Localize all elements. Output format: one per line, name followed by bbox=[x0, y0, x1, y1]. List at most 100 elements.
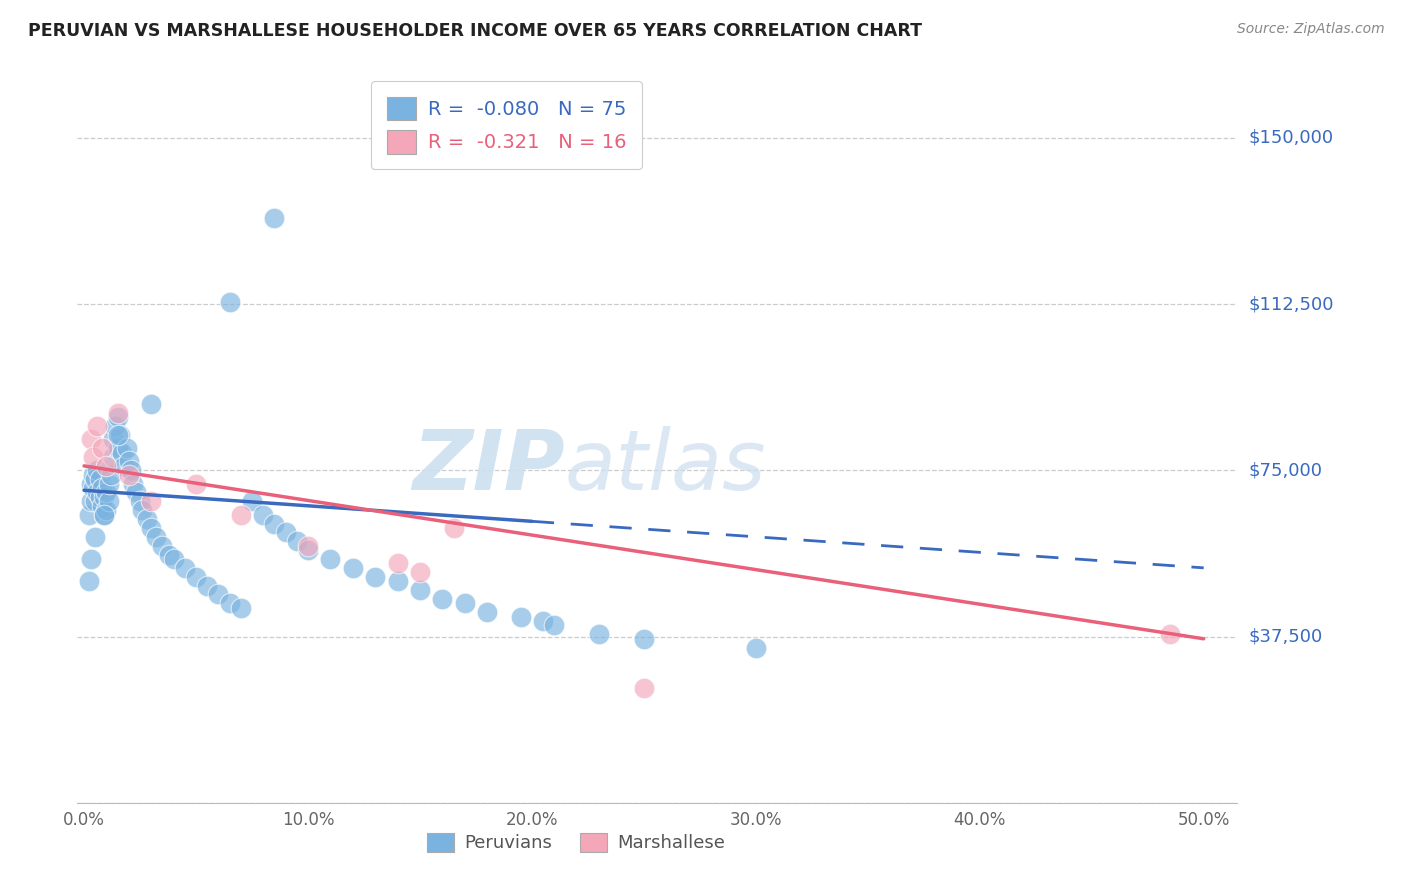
Point bbox=[342, 561, 364, 575]
Point bbox=[263, 516, 285, 531]
Text: atlas: atlas bbox=[565, 425, 766, 507]
Point bbox=[108, 428, 131, 442]
Point bbox=[93, 508, 115, 522]
Point bbox=[86, 463, 108, 477]
Point bbox=[124, 485, 146, 500]
Point bbox=[432, 591, 454, 606]
Point bbox=[91, 481, 114, 495]
Point bbox=[97, 476, 120, 491]
Point bbox=[588, 627, 610, 641]
Point bbox=[89, 490, 111, 504]
Point bbox=[91, 499, 114, 513]
Point bbox=[93, 508, 115, 522]
Point bbox=[82, 450, 104, 464]
Point bbox=[84, 530, 107, 544]
Point bbox=[80, 432, 103, 446]
Point bbox=[509, 609, 531, 624]
Point bbox=[84, 494, 107, 508]
Point bbox=[531, 614, 554, 628]
Point bbox=[229, 508, 252, 522]
Point bbox=[86, 485, 108, 500]
Point bbox=[145, 530, 167, 544]
Point bbox=[96, 503, 118, 517]
Point bbox=[131, 503, 153, 517]
Text: Source: ZipAtlas.com: Source: ZipAtlas.com bbox=[1237, 22, 1385, 37]
Point bbox=[104, 419, 127, 434]
Text: PERUVIAN VS MARSHALLESE HOUSEHOLDER INCOME OVER 65 YEARS CORRELATION CHART: PERUVIAN VS MARSHALLESE HOUSEHOLDER INCO… bbox=[28, 22, 922, 40]
Point bbox=[240, 494, 263, 508]
Point bbox=[129, 494, 152, 508]
Point bbox=[157, 548, 180, 562]
Point bbox=[101, 450, 124, 464]
Text: ZIP: ZIP bbox=[412, 425, 565, 507]
Point bbox=[82, 467, 104, 482]
Point bbox=[454, 596, 477, 610]
Point bbox=[475, 605, 498, 619]
Point bbox=[111, 445, 134, 459]
Point bbox=[100, 467, 122, 482]
Point bbox=[80, 552, 103, 566]
Point bbox=[252, 508, 274, 522]
Point bbox=[77, 574, 100, 589]
Point bbox=[297, 543, 319, 558]
Legend: Peruvians, Marshallese: Peruvians, Marshallese bbox=[419, 826, 733, 860]
Point bbox=[409, 566, 432, 580]
Point bbox=[112, 458, 135, 473]
Point bbox=[97, 494, 120, 508]
Point bbox=[1159, 627, 1181, 641]
Point bbox=[96, 458, 118, 473]
Point bbox=[364, 570, 387, 584]
Point bbox=[77, 508, 100, 522]
Point bbox=[115, 441, 138, 455]
Point bbox=[207, 587, 229, 601]
Point bbox=[135, 512, 157, 526]
Point bbox=[86, 419, 108, 434]
Point bbox=[82, 481, 104, 495]
Point bbox=[80, 476, 103, 491]
Point bbox=[633, 681, 655, 695]
Text: $150,000: $150,000 bbox=[1249, 128, 1333, 147]
Point bbox=[218, 294, 240, 309]
Text: $37,500: $37,500 bbox=[1249, 628, 1323, 646]
Point bbox=[184, 476, 207, 491]
Point bbox=[141, 397, 163, 411]
Point bbox=[122, 476, 145, 491]
Point bbox=[107, 441, 129, 455]
Point bbox=[319, 552, 342, 566]
Point bbox=[84, 472, 107, 486]
Point bbox=[543, 618, 565, 632]
Point bbox=[633, 632, 655, 646]
Text: $75,000: $75,000 bbox=[1249, 461, 1323, 479]
Point bbox=[218, 596, 240, 610]
Point bbox=[141, 494, 163, 508]
Point bbox=[387, 557, 409, 571]
Point bbox=[91, 441, 114, 455]
Point bbox=[387, 574, 409, 589]
Point bbox=[120, 463, 142, 477]
Point bbox=[274, 525, 297, 540]
Point bbox=[141, 521, 163, 535]
Point bbox=[195, 578, 218, 592]
Point bbox=[101, 432, 124, 446]
Point bbox=[443, 521, 465, 535]
Point bbox=[263, 211, 285, 225]
Point bbox=[409, 582, 432, 597]
Point bbox=[89, 472, 111, 486]
Point bbox=[80, 494, 103, 508]
Point bbox=[184, 570, 207, 584]
Point bbox=[152, 539, 174, 553]
Point bbox=[107, 428, 129, 442]
Point bbox=[745, 640, 768, 655]
Point bbox=[118, 467, 141, 482]
Text: $112,500: $112,500 bbox=[1249, 295, 1334, 313]
Point bbox=[173, 561, 195, 575]
Point bbox=[96, 485, 118, 500]
Point bbox=[107, 410, 129, 425]
Point bbox=[229, 600, 252, 615]
Point bbox=[285, 534, 308, 549]
Point bbox=[162, 552, 184, 566]
Point bbox=[93, 490, 115, 504]
Point bbox=[107, 406, 129, 420]
Point bbox=[118, 454, 141, 468]
Point bbox=[297, 539, 319, 553]
